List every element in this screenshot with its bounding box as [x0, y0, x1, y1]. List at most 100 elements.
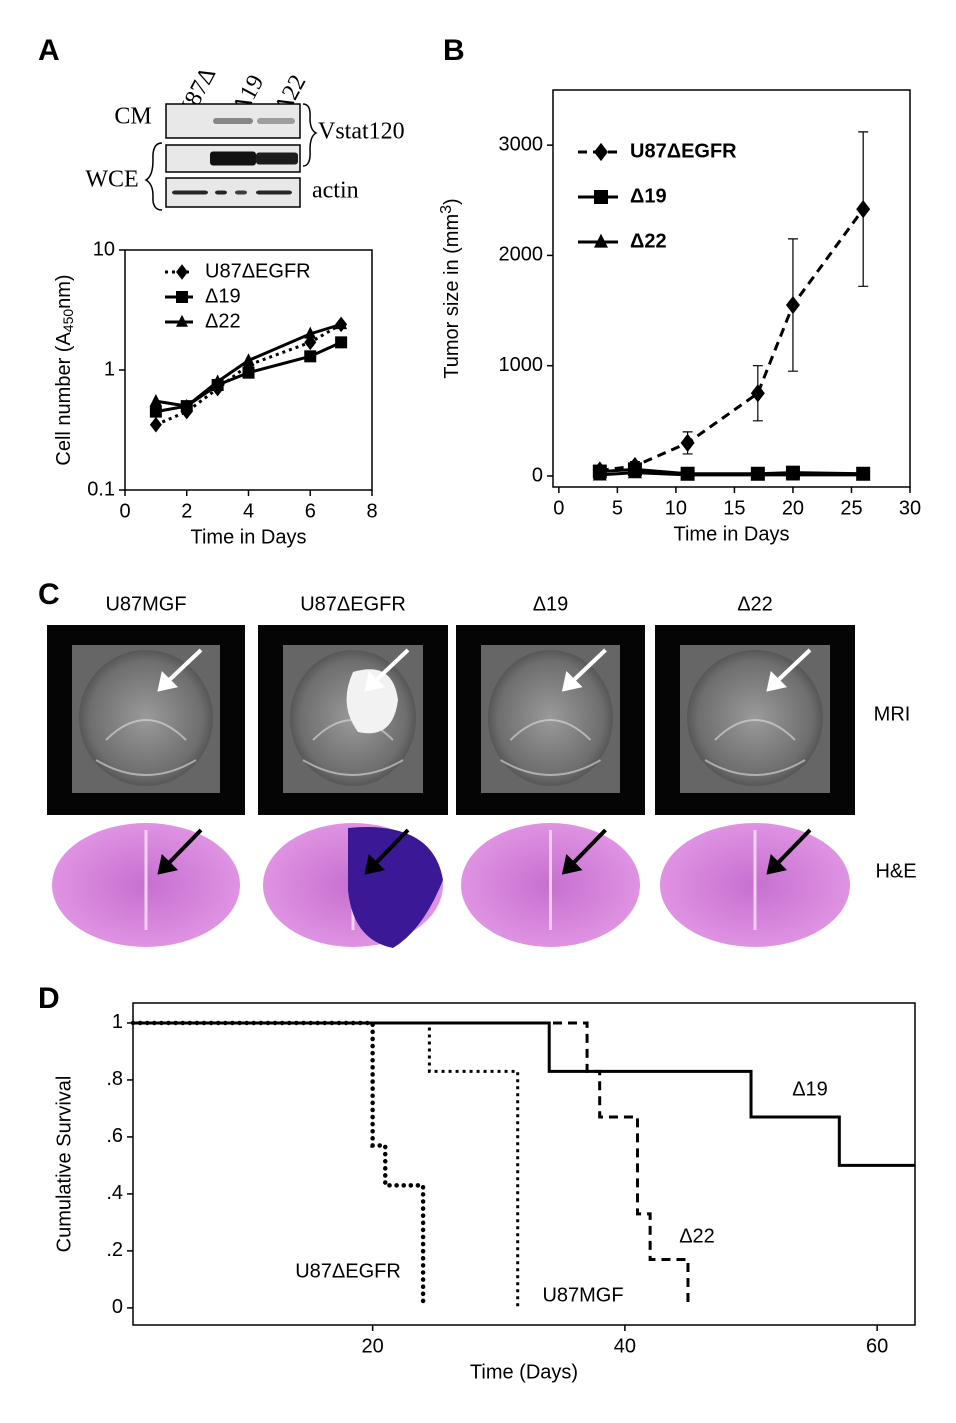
x-tick-label: 20 [782, 497, 804, 519]
protein-label: Vstat120 [318, 119, 405, 145]
x-tick-label: 0 [119, 500, 130, 522]
y-axis-label-part: Cell number (A [53, 332, 75, 466]
marker [594, 142, 608, 162]
row-label: MRI [874, 703, 911, 725]
blot-band [210, 151, 256, 166]
y-tick-label: .4 [106, 1182, 123, 1204]
marker [592, 466, 607, 481]
x-tick-label: 25 [840, 497, 862, 519]
y-axis-label: Cell number (A450nm) [53, 274, 76, 465]
series-line [599, 208, 865, 472]
x-tick-label: 6 [305, 500, 316, 522]
y-tick-label: 1 [112, 1011, 123, 1033]
y-axis-label-part: Tumor size in (mm [441, 214, 463, 379]
marker [149, 405, 162, 418]
marker [594, 190, 608, 204]
arrow [561, 648, 607, 692]
blot-band [256, 190, 292, 195]
marker [149, 393, 162, 406]
series-label: U87MGF [542, 1284, 623, 1306]
x-axis-label: Time in Days [191, 526, 307, 548]
marker [594, 233, 608, 248]
y-tick-label: 0 [112, 1296, 123, 1318]
y-axis-label-part: nm) [53, 274, 75, 308]
arrow [561, 828, 607, 875]
blot-strip [165, 103, 301, 139]
legend-label: Δ22 [205, 310, 241, 332]
arrow [157, 648, 203, 692]
x-tick-label: 5 [612, 497, 623, 519]
y-axis-label-part: 450 [60, 309, 76, 333]
x-tick-label: 60 [866, 1335, 888, 1357]
panel-letter: B [443, 34, 465, 67]
y-axis-label: Tumor size in (mm3) [438, 198, 463, 378]
marker [680, 433, 695, 452]
x-tick-label: 8 [366, 500, 377, 522]
column-label: U87MGF [105, 593, 186, 615]
blot-band [215, 190, 227, 195]
legend-label: Δ19 [205, 285, 241, 307]
mri-head [79, 650, 213, 786]
arrow [364, 648, 410, 692]
row-label: CM [114, 104, 151, 130]
marker [176, 264, 188, 280]
y-axis-label: Cumulative Survival [53, 1076, 75, 1253]
x-axis-label: Time (Days) [470, 1361, 578, 1383]
y-tick-label: .2 [106, 1239, 123, 1261]
column-label: U87ΔEGFR [300, 593, 406, 615]
y-tick-label: 3000 [499, 133, 544, 155]
series-line [599, 471, 864, 477]
blot-band [213, 118, 253, 124]
column-label: Δ22 [737, 593, 773, 615]
series-line [133, 1021, 915, 1167]
y-tick-label: 0.1 [87, 478, 115, 500]
marker [785, 466, 800, 481]
marker [750, 466, 765, 481]
mri-head [488, 650, 613, 786]
y-axis-label-part: 3 [438, 205, 455, 214]
y-tick-label: 2000 [499, 244, 544, 266]
plot-frame [132, 1002, 916, 1326]
x-tick-label: 10 [665, 497, 687, 519]
series-label: Δ19 [792, 1078, 828, 1100]
y-tick-label: 0 [532, 464, 543, 486]
marker [856, 466, 871, 481]
marker [680, 466, 695, 481]
tumor [346, 669, 398, 734]
y-tick-label: 1 [104, 358, 115, 380]
brace [144, 142, 163, 211]
x-tick-label: 0 [553, 497, 564, 519]
x-tick-label: 40 [614, 1335, 636, 1357]
legend-label: Δ22 [630, 230, 667, 252]
marker [176, 291, 188, 303]
legend-label: U87ΔEGFR [630, 140, 737, 162]
panel-letter: A [38, 34, 60, 67]
y-tick-label: 10 [93, 238, 115, 260]
brace [302, 103, 318, 167]
marker [335, 336, 348, 349]
legend-label: U87ΔEGFR [205, 260, 311, 282]
mri-midline [499, 719, 602, 776]
marker [785, 295, 800, 315]
marker [304, 350, 317, 363]
blot-band [257, 118, 295, 124]
marker [242, 353, 255, 366]
x-tick-label: 20 [362, 1335, 384, 1357]
marker [750, 384, 765, 403]
marker [211, 374, 224, 387]
row-label: H&E [875, 860, 916, 882]
panel-letter: C [38, 578, 60, 611]
marker [242, 366, 255, 379]
y-axis-label-part: ) [441, 198, 463, 205]
arrow [364, 828, 410, 875]
x-tick-label: 15 [723, 497, 745, 519]
mri-midline [704, 719, 806, 776]
x-tick-label: 30 [899, 497, 921, 519]
marker [149, 416, 162, 433]
blot-band [235, 190, 247, 195]
y-tick-label: .6 [106, 1125, 123, 1147]
series-line [155, 323, 342, 427]
legend-label: Δ19 [630, 185, 667, 207]
